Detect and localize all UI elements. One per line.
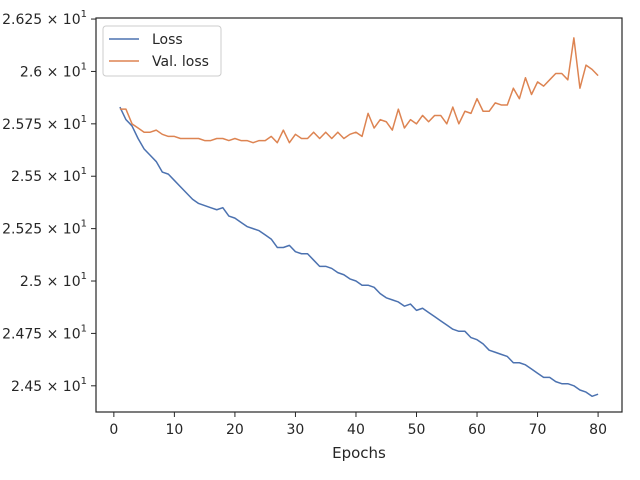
x-tick-label: 0 <box>109 422 118 438</box>
x-tick-label: 30 <box>287 422 305 438</box>
y-tick-label: 2.6 × 101 <box>20 61 87 80</box>
y-tick-label: 2.55 × 101 <box>11 166 87 185</box>
legend-items: Loss Val. loss <box>109 32 209 70</box>
x-tick-label: 50 <box>408 422 426 438</box>
x-tick-label: 20 <box>226 422 244 438</box>
legend-label-val-loss: Val. loss <box>152 54 209 70</box>
series-layer <box>119 37 599 398</box>
x-axis-label: Epochs <box>332 444 386 462</box>
y-tick-label: 2.475 × 101 <box>2 323 87 342</box>
series-line-loss <box>119 106 599 398</box>
legend: Loss Val. loss <box>102 25 222 77</box>
y-tick-label: 2.575 × 101 <box>2 114 87 133</box>
y-axis-ticks: 2.45 × 101 2.475 × 101 2.5 × 101 2.525 × 10… <box>2 9 96 395</box>
plot-area-frame <box>95 17 623 413</box>
x-tick-label: 80 <box>589 422 607 438</box>
x-tick-label: 10 <box>165 422 183 438</box>
x-axis-ticks: 0 10 20 30 40 50 60 70 80 <box>109 412 607 438</box>
legend-label-loss: Loss <box>152 32 183 48</box>
y-tick-label: 2.45 × 101 <box>11 376 87 395</box>
x-tick-label: 70 <box>529 422 547 438</box>
x-tick-label: 60 <box>468 422 486 438</box>
y-tick-label: 2.5 × 101 <box>20 271 87 290</box>
x-tick-label: 40 <box>347 422 365 438</box>
y-tick-label: 2.625 × 101 <box>2 9 87 28</box>
y-tick-label: 2.525 × 101 <box>2 219 87 238</box>
series-line-val-loss <box>119 37 599 144</box>
